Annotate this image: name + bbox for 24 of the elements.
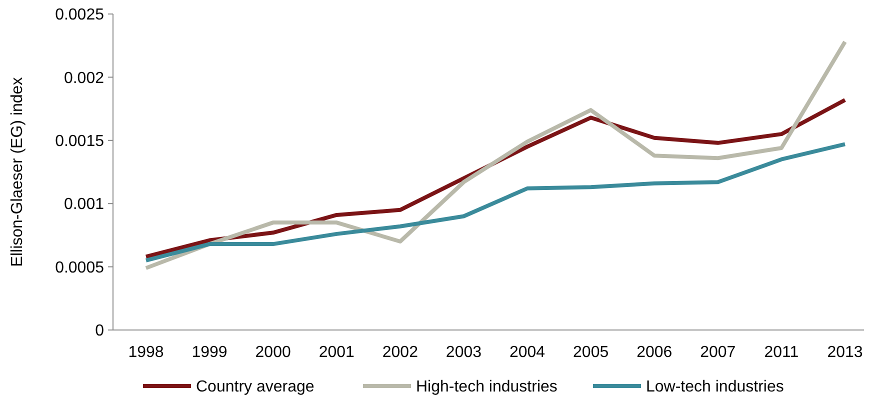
y-tick-label: 0.001 (64, 196, 104, 214)
x-tick-label: 2011 (764, 344, 799, 361)
y-tick-label: 0.0005 (55, 259, 104, 276)
x-tick-label: 1998 (128, 344, 164, 361)
x-tick-label: 1999 (192, 344, 228, 361)
x-tick-label: 2000 (255, 344, 291, 361)
x-tick-label: 2004 (509, 344, 546, 361)
y-tick-label: 0.0015 (55, 133, 104, 150)
x-tick-label: 2007 (700, 344, 736, 361)
y-tick-label: 0.0025 (55, 6, 104, 24)
x-tick-label: 2005 (573, 344, 609, 361)
x-tick-label: 2013 (827, 344, 863, 361)
legend-label: Country average (196, 378, 314, 396)
legend-label: High-tech industries (416, 378, 558, 396)
x-tick-label: 2002 (382, 344, 418, 361)
y-tick-label: 0.002 (64, 70, 104, 87)
line-series (144, 40, 847, 270)
line-series (144, 142, 847, 262)
y-tick-label: 0 (95, 322, 104, 340)
x-tick-label: 2001 (318, 344, 355, 361)
x-tick-label: 2006 (636, 344, 672, 361)
legend-label: Low-tech industries (646, 378, 784, 396)
x-tick-label: 2003 (446, 344, 482, 361)
y-axis-title: Ellison-Glaeser (EG) index (9, 77, 26, 267)
